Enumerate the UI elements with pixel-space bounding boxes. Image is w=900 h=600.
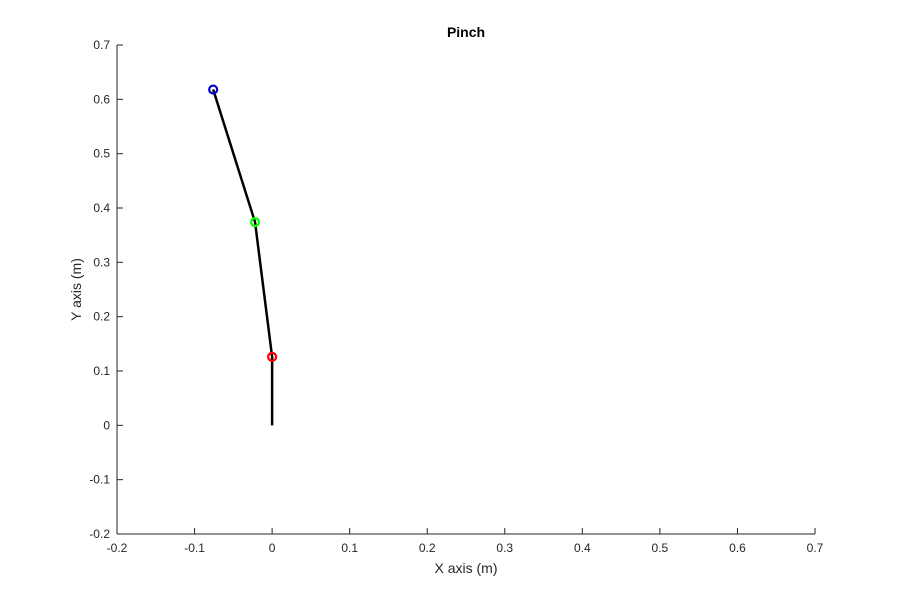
y-tick-label: 0.5 [93,147,110,161]
series-line [211,89,274,426]
joint-marker [208,84,219,95]
x-tick-label: 0.4 [574,541,591,555]
x-tick-label: 0.6 [729,541,746,555]
y-tick-label: 0.4 [93,201,110,215]
x-tick-label: 0.5 [652,541,669,555]
y-tick-label: 0.1 [93,364,110,378]
marker-layer [208,84,278,362]
joint-marker [267,351,278,362]
x-tick-label: 0.2 [419,541,436,555]
y-tick-label: -0.1 [89,473,110,487]
joint-marker [249,217,261,228]
y-axis-label: Y axis (m) [68,258,84,321]
y-tick-label: 0.3 [93,255,110,269]
y-tick-label: 0.2 [93,310,110,324]
x-tick-label: 0 [269,541,276,555]
y-ticks: -0.2 -0.1 0 0.1 0.2 0.3 0.4 0.5 0.6 0.7 [89,38,123,541]
y-tick-label: 0.6 [93,92,110,106]
x-tick-label: 0.1 [341,541,358,555]
x-ticks: -0.2 -0.1 0 0.1 0.2 0.3 0.4 0.5 0.6 0.7 [107,528,824,555]
series-layer [211,89,274,426]
y-tick-label: 0 [103,418,110,432]
x-tick-label: -0.2 [107,541,128,555]
y-tick-label: 0.7 [93,38,110,52]
x-tick-label: 0.3 [496,541,513,555]
chart-title: Pinch [447,24,485,40]
x-tick-label: 0.7 [807,541,824,555]
x-axis-label: X axis (m) [435,560,498,576]
x-tick-label: -0.1 [184,541,205,555]
y-tick-label: -0.2 [89,527,110,541]
